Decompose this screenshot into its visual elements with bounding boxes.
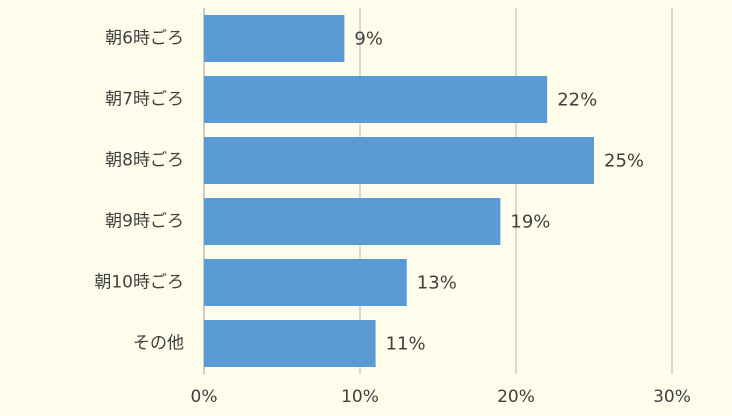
y-tick-label: 朝8時ごろ xyxy=(105,151,184,171)
value-label: 13% xyxy=(417,273,457,294)
x-tick-label: 20% xyxy=(497,387,535,407)
y-tick-label: 朝6時ごろ xyxy=(105,29,184,49)
value-label: 22% xyxy=(557,90,597,111)
bar xyxy=(204,259,407,306)
value-label: 11% xyxy=(386,334,426,355)
bar xyxy=(204,320,376,367)
bar xyxy=(204,137,594,184)
value-label: 9% xyxy=(354,29,383,50)
x-tick-label: 0% xyxy=(191,387,218,407)
bar xyxy=(204,76,548,123)
y-tick-label: 朝7時ごろ xyxy=(105,90,184,110)
y-tick-label: 朝10時ごろ xyxy=(94,273,184,293)
y-tick-label: 朝9時ごろ xyxy=(105,212,184,232)
x-tick-label: 30% xyxy=(653,387,691,407)
value-label: 19% xyxy=(510,212,550,233)
y-tick-label: その他 xyxy=(133,334,184,354)
value-label: 25% xyxy=(604,151,644,172)
bar xyxy=(204,198,501,245)
x-tick-label: 10% xyxy=(341,387,379,407)
bar xyxy=(204,15,345,62)
